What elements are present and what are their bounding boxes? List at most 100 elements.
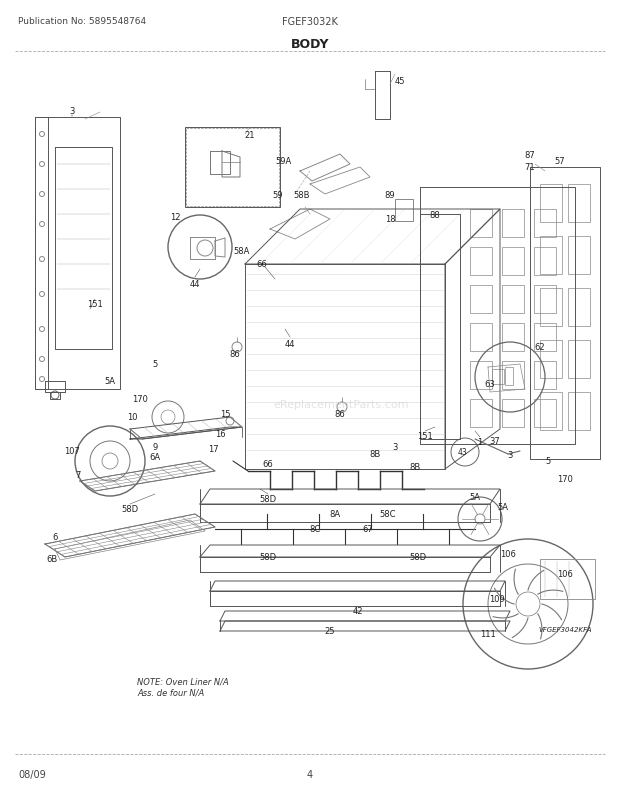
Text: 170: 170 [557,475,573,484]
Bar [502,248,524,276]
Text: 21: 21 [245,131,255,140]
Text: 58D: 58D [409,553,427,561]
Bar [540,341,562,379]
Bar [502,210,524,237]
Text: 59: 59 [273,190,283,199]
Text: 63: 63 [485,380,495,389]
Text: 37: 37 [490,437,500,446]
Text: 1: 1 [477,438,482,447]
Text: 106: 106 [500,550,516,559]
Text: 6A: 6A [149,453,161,462]
Text: 8A: 8A [329,510,340,519]
Bar [568,392,590,431]
Bar [534,362,556,390]
Text: 151: 151 [87,300,103,309]
Text: 3: 3 [69,107,74,116]
Text: 59A: 59A [275,157,291,166]
Bar [470,323,492,351]
Text: 5A: 5A [469,493,481,502]
Text: BODY: BODY [291,38,329,51]
Text: 8B: 8B [409,463,420,472]
Bar [505,367,513,386]
Text: 62: 62 [534,343,546,352]
Text: 107: 107 [64,447,80,456]
Text: 170: 170 [132,395,148,404]
Text: 42: 42 [353,607,363,616]
Text: 5A: 5A [105,377,115,386]
Bar [186,129,279,207]
Text: 58C: 58C [379,510,396,519]
Text: 58B: 58B [294,190,310,199]
Bar [534,248,556,276]
Text: 5: 5 [546,457,551,466]
Text: 5: 5 [153,360,157,369]
Bar [395,200,413,221]
Bar [534,286,556,314]
Text: 71: 71 [525,164,535,172]
Text: 16: 16 [215,430,225,439]
Bar [534,323,556,351]
Text: 57: 57 [555,157,565,166]
Text: Publication No: 5895548764: Publication No: 5895548764 [18,18,146,26]
Bar [568,289,590,326]
Text: 43: 43 [458,448,468,457]
Text: 4: 4 [307,769,313,779]
Text: eReplacementParts.com: eReplacementParts.com [273,399,409,410]
Text: 58D: 58D [259,553,277,561]
Bar [540,289,562,326]
Text: 44: 44 [190,280,200,290]
Bar [502,286,524,314]
Text: 58D: 58D [259,495,277,504]
Text: FGEF3032K: FGEF3032K [282,17,338,27]
Text: 25: 25 [325,626,335,636]
Bar [470,286,492,314]
Text: 45: 45 [395,78,405,87]
Bar [568,341,590,379]
Bar [502,362,524,390]
Bar [492,370,504,384]
Bar [470,362,492,390]
Text: VFGEF3042KFA: VFGEF3042KFA [538,626,591,632]
Bar [540,559,595,599]
Text: 109: 109 [489,595,505,604]
Text: 5A: 5A [497,503,508,512]
Bar [502,323,524,351]
Text: 58D: 58D [122,505,138,514]
Text: 106: 106 [557,569,573,579]
Text: 86: 86 [229,350,241,359]
Text: 66: 66 [257,260,267,269]
Text: 10: 10 [126,413,137,422]
Bar [534,210,556,237]
Text: 18: 18 [384,215,396,225]
Text: 8B: 8B [370,450,381,459]
Bar [470,399,492,427]
Bar [540,237,562,274]
Text: 9: 9 [153,443,157,452]
Text: 3: 3 [392,443,397,452]
Text: 151: 151 [417,432,433,441]
Text: 6: 6 [52,533,58,542]
Text: 87: 87 [525,150,536,160]
Bar [540,184,562,223]
Text: 12: 12 [170,213,180,222]
Text: 66: 66 [263,460,273,469]
Text: 15: 15 [219,410,230,419]
Text: 3: 3 [507,451,513,460]
Text: 58A: 58A [234,247,250,256]
Text: NOTE: Oven Liner N/A
Ass. de four N/A: NOTE: Oven Liner N/A Ass. de four N/A [137,677,229,696]
Bar [568,184,590,223]
Bar [185,128,280,208]
Text: 86: 86 [335,410,345,419]
Text: 17: 17 [208,445,218,454]
Bar [502,399,524,427]
Text: 67: 67 [363,525,373,534]
Bar [470,210,492,237]
Text: 89: 89 [384,190,396,199]
Text: 7: 7 [75,471,81,480]
Bar [470,248,492,276]
Text: 8C: 8C [309,525,321,534]
Bar [568,237,590,274]
Text: 88: 88 [430,210,440,219]
Text: 08/09: 08/09 [18,769,46,779]
Text: 111: 111 [480,630,496,638]
